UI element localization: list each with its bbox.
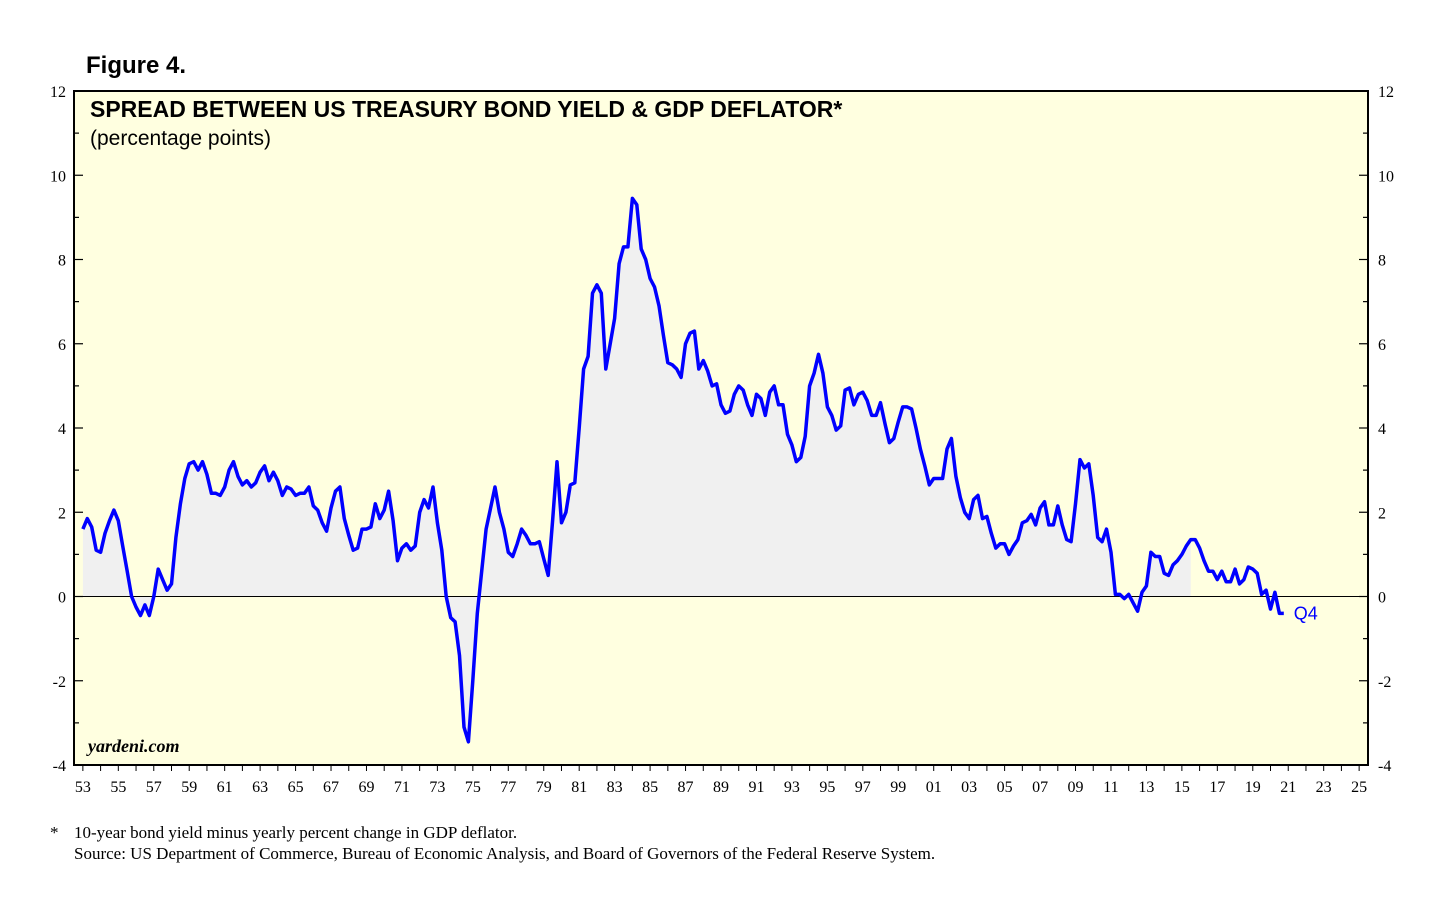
x-tick-label: 07	[1032, 779, 1048, 796]
spread-series-line	[81, 196, 1284, 744]
y-tick-label-right: 12	[1378, 84, 1394, 101]
x-tick-label: 25	[1351, 779, 1367, 796]
x-tick-label: 13	[1138, 779, 1154, 796]
y-tick-label-left: 10	[50, 168, 66, 185]
x-tick-label: 89	[713, 779, 729, 796]
y-tick-label-left: -2	[53, 674, 66, 691]
y-tick-label-right: 2	[1378, 505, 1386, 522]
x-tick-label: 69	[358, 779, 374, 796]
y-tick-label-right: -4	[1378, 758, 1391, 775]
x-tick-label: 95	[819, 779, 835, 796]
x-tick-label: 93	[784, 779, 800, 796]
x-tick-label: 57	[146, 779, 162, 796]
x-tick-label: 71	[394, 779, 410, 796]
last-point-label: Q4	[1294, 603, 1318, 623]
axes: -4 -4 -2 -2 0 0 2 2 4 4 6 6 8 8 10 10 12 12 53 55 57 59 61 63 65…	[50, 84, 1394, 796]
x-tick-label: 05	[997, 779, 1013, 796]
watermark: yardeni.com	[88, 736, 180, 756]
y-tick-label-right: -2	[1378, 674, 1391, 691]
x-tick-label: 65	[288, 779, 304, 796]
figure-label: Figure 4.	[86, 52, 187, 79]
x-tick-label: 61	[217, 779, 233, 796]
x-tick-label: 23	[1316, 779, 1332, 796]
y-tick-label-right: 4	[1378, 421, 1386, 438]
x-tick-label: 55	[110, 779, 126, 796]
y-tick-label-left: -4	[53, 758, 66, 775]
x-tick-label: 63	[252, 779, 268, 796]
footnote-source: Source: US Department of Commerce, Burea…	[74, 844, 936, 863]
x-tick-label: 01	[926, 779, 942, 796]
x-tick-label: 59	[181, 779, 197, 796]
x-tick-label: 09	[1068, 779, 1084, 796]
area-fill	[82, 198, 1191, 742]
y-tick-label-left: 12	[50, 84, 66, 101]
footnote-definition: 10-year bond yield minus yearly percent …	[74, 823, 518, 842]
y-tick-label-left: 4	[58, 421, 66, 438]
footnote: * 10-year bond yield minus yearly percent…	[50, 822, 935, 864]
x-tick-label: 77	[500, 779, 516, 796]
x-tick-label: 81	[571, 779, 587, 796]
x-tick-label: 17	[1209, 779, 1225, 796]
chart-title: SPREAD BETWEEN US TREASURY BOND YIELD & …	[90, 96, 843, 122]
x-tick-label: 03	[961, 779, 977, 796]
y-tick-label-right: 8	[1378, 253, 1386, 270]
x-tick-label: 99	[890, 779, 906, 796]
x-tick-label: 67	[323, 779, 339, 796]
x-tick-label: 11	[1103, 779, 1118, 796]
x-tick-label: 79	[536, 779, 552, 796]
x-tick-label: 87	[678, 779, 694, 796]
x-tick-label: 83	[607, 779, 623, 796]
x-tick-label: 53	[75, 779, 91, 796]
y-tick-label-left: 2	[58, 505, 66, 522]
x-tick-label: 85	[642, 779, 658, 796]
x-tick-label: 21	[1280, 779, 1296, 796]
chart-subtitle: (percentage points)	[90, 127, 271, 150]
y-tick-label-right: 10	[1378, 168, 1394, 185]
x-tick-label: 91	[748, 779, 764, 796]
x-tick-label: 73	[429, 779, 445, 796]
y-tick-label-left: 0	[58, 590, 66, 607]
y-tick-label-right: 0	[1378, 590, 1386, 607]
x-tick-label: 19	[1245, 779, 1261, 796]
x-tick-label: 15	[1174, 779, 1190, 796]
y-tick-label-left: 6	[58, 337, 66, 354]
x-tick-label: 97	[855, 779, 871, 796]
y-tick-label-left: 8	[58, 253, 66, 270]
y-tick-label-right: 6	[1378, 337, 1386, 354]
x-tick-label: 75	[465, 779, 481, 796]
footnote-marker: *	[50, 823, 59, 842]
